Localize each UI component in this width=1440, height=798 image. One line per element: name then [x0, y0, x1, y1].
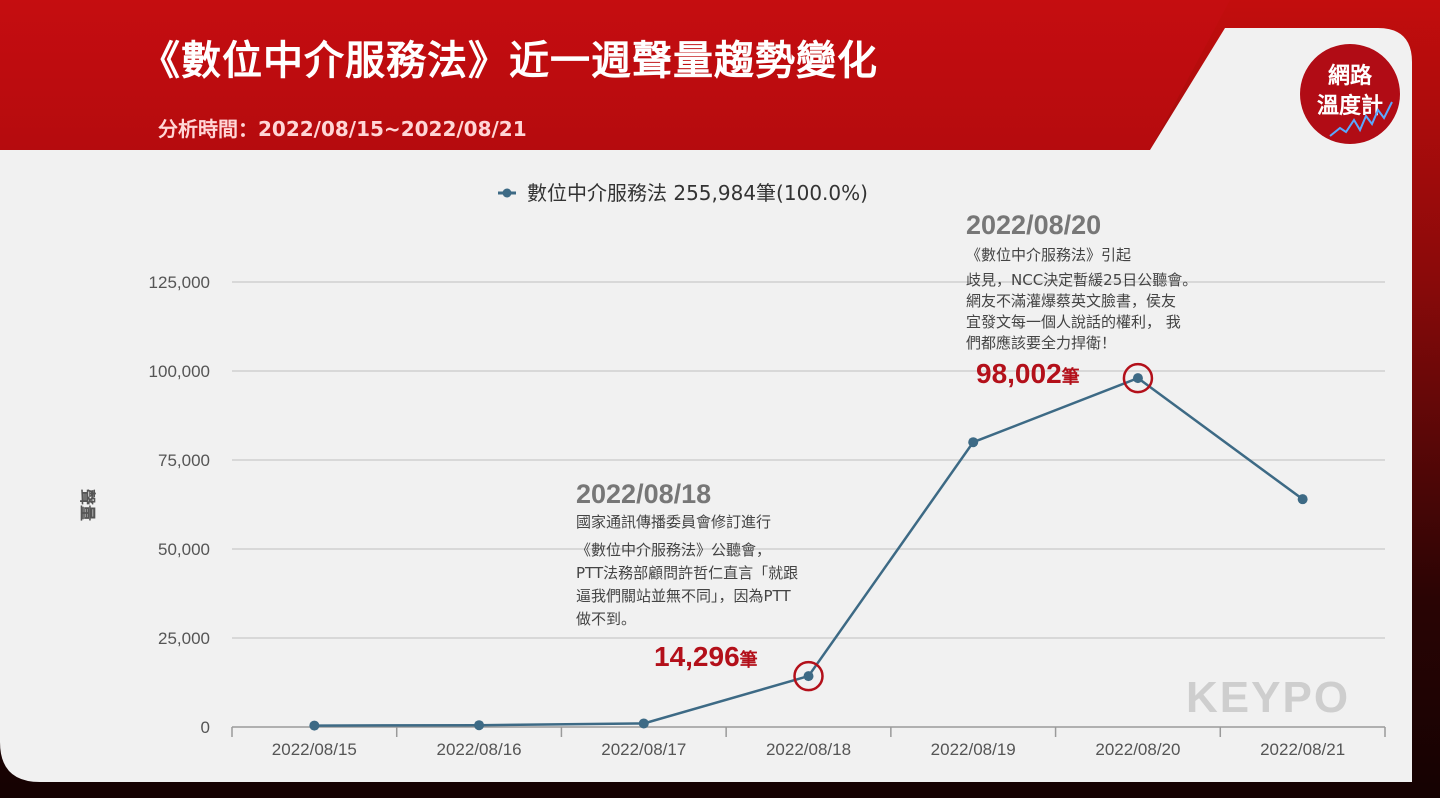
annotation-date: 2022/08/18 [576, 479, 711, 509]
annotation-line: 《數位中介服務法》引起 [966, 246, 1131, 264]
keypo-watermark: KEYPO [1186, 673, 1350, 722]
x-tick-label: 2022/08/20 [1095, 740, 1180, 759]
annotation-0820: 2022/08/20 《數位中介服務法》引起 歧見，NCC決定暫緩25日公聽會。… [966, 210, 1197, 389]
annotation-line: 國家通訊傳播委員會修訂進行 [576, 513, 771, 531]
badge-text-line1: 網路 [1327, 64, 1372, 89]
data-point[interactable] [1297, 494, 1308, 505]
data-point[interactable] [474, 720, 485, 731]
analysis-period: 分析時間：2022/08/15~2022/08/21 [158, 117, 527, 141]
highlight-ring [793, 660, 824, 692]
annotation-line: 做不到。 [576, 610, 636, 628]
page-title: 《數位中介服務法》近一週聲量趨勢變化 [140, 38, 878, 84]
data-point[interactable] [1132, 373, 1143, 384]
y-axis-label: 聲量 [78, 489, 97, 521]
annotation-line: 《數位中介服務法》公聽會， [576, 541, 771, 559]
annotation-value-number: 98,002 [976, 358, 1062, 389]
annotation-line: 們都應該要全力捍衛！ [966, 334, 1116, 352]
annotation-line: 逼我們關站並無不同」，因為PTT [576, 587, 791, 605]
x-axis [231, 726, 1386, 737]
header-banner [0, 0, 1230, 150]
data-point[interactable] [803, 671, 814, 682]
x-tick-label: 2022/08/18 [766, 740, 851, 759]
brand-badge: 網路 溫度計 [1300, 44, 1400, 144]
panel-shape [0, 28, 1412, 782]
data-point[interactable] [968, 437, 979, 448]
x-tick-label: 2022/08/15 [272, 740, 357, 759]
annotation-line: PTT法務部顧問許哲仁直言「就跟 [576, 564, 798, 582]
y-tick-label: 0 [201, 718, 210, 737]
data-point[interactable] [309, 720, 320, 731]
annotation-line: 宜發文每一個人說話的權利， 我 [966, 313, 1181, 331]
badge-pulse-icon [1329, 101, 1393, 137]
annotation-value: 98,002筆 [976, 358, 1080, 389]
y-tick-label: 50,000 [158, 540, 210, 559]
badge-text-line2: 溫度計 [1316, 94, 1383, 119]
legend-label: 數位中介服務法 255,984筆(100.0%) [527, 181, 868, 205]
chart-legend[interactable]: 數位中介服務法 255,984筆(100.0%) [498, 181, 868, 205]
x-tick-label: 2022/08/19 [931, 740, 1016, 759]
series-points[interactable] [309, 362, 1308, 731]
annotation-line: 歧見，NCC決定暫緩25日公聽會。 [966, 271, 1197, 289]
annotation-value-unit: 筆 [1062, 366, 1080, 388]
annotation-value-number: 14,296 [654, 641, 740, 672]
gridlines [232, 281, 1385, 639]
annotation-value-unit: 筆 [740, 649, 758, 671]
y-tick-label: 25,000 [158, 629, 210, 648]
annotation-0818: 2022/08/18 國家通訊傳播委員會修訂進行 《數位中介服務法》公聽會， P… [576, 479, 798, 672]
x-tick-label: 2022/08/16 [437, 740, 522, 759]
y-tick-labels: 0 25,000 50,000 75,000 100,000 125,000 [149, 273, 210, 737]
highlight-ring [1122, 362, 1154, 394]
x-tick-label: 2022/08/17 [601, 740, 686, 759]
x-tick-labels: 2022/08/15 2022/08/16 2022/08/17 2022/08/18… [272, 740, 1345, 759]
y-tick-label: 75,000 [158, 451, 210, 470]
y-tick-label: 100,000 [149, 362, 210, 381]
annotation-line: 網友不滿灌爆蔡英文臉書，侯友 [966, 292, 1176, 310]
data-point[interactable] [638, 718, 649, 729]
x-tick-label: 2022/08/21 [1260, 740, 1345, 759]
y-tick-label: 125,000 [149, 273, 210, 292]
annotation-value: 14,296筆 [654, 641, 758, 672]
annotation-date: 2022/08/20 [966, 210, 1101, 240]
